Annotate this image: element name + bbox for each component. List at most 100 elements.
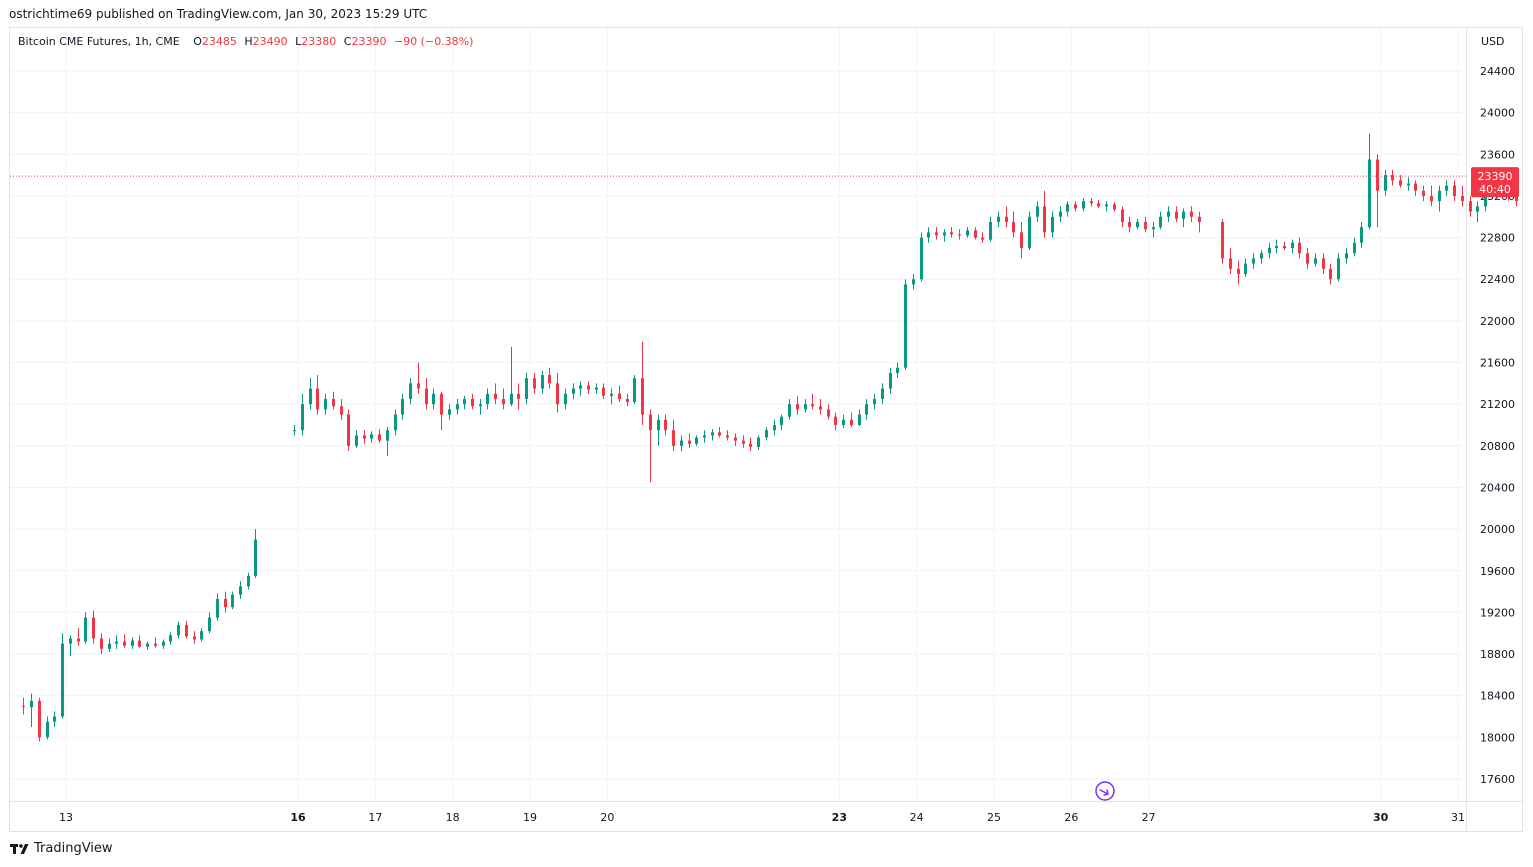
legend-close-value: 23390	[351, 35, 387, 48]
x-tick-label: 26	[1064, 811, 1078, 824]
candle	[1175, 206, 1178, 222]
candle	[1260, 250, 1263, 264]
candle	[1036, 201, 1039, 222]
candle	[239, 581, 242, 599]
legend-low-value: 23380	[301, 35, 337, 48]
candle-body	[131, 640, 134, 646]
candle-body	[247, 575, 250, 587]
candle-body	[541, 375, 544, 389]
candle-body	[1329, 268, 1332, 280]
candle	[1159, 211, 1162, 230]
candle-body	[804, 404, 807, 410]
candle	[378, 429, 381, 443]
candle	[1414, 180, 1417, 196]
candle	[711, 429, 714, 441]
candle	[224, 591, 227, 613]
candle-body	[564, 393, 567, 405]
candle	[162, 639, 165, 649]
candle	[943, 229, 946, 242]
candle	[865, 398, 868, 420]
candle	[394, 409, 397, 436]
candle	[77, 628, 80, 646]
candle	[927, 227, 930, 243]
candle	[804, 398, 807, 413]
candle-body	[943, 232, 946, 236]
candle	[1090, 198, 1093, 207]
candle-body	[1066, 204, 1069, 212]
candle	[30, 693, 33, 727]
candle-body	[1028, 216, 1031, 248]
y-tick-label: 24400	[1480, 65, 1515, 78]
last-price-countdown: 40:40	[1479, 183, 1511, 196]
candle-body	[788, 404, 791, 417]
published-by-text: ostrichtime69 published on TradingView.c…	[9, 7, 428, 21]
candle-body	[1159, 216, 1162, 228]
candle-body	[765, 430, 768, 438]
y-tick-label: 21200	[1480, 398, 1515, 411]
candle-body	[231, 594, 234, 608]
replay-arrow-icon[interactable]	[1095, 781, 1115, 801]
candle-body	[834, 416, 837, 425]
candle-body	[30, 700, 33, 708]
candle	[1368, 133, 1371, 230]
candle-body	[889, 372, 892, 389]
candle	[695, 435, 698, 446]
candle-body	[517, 393, 520, 399]
candle-body	[587, 385, 590, 390]
footer-brand[interactable]: TradingView	[10, 841, 113, 856]
candle-body	[657, 419, 660, 431]
candle	[858, 409, 861, 427]
candle-body	[1469, 201, 1472, 212]
candle-body	[324, 398, 327, 410]
candle	[200, 628, 203, 642]
chart-frame[interactable]	[9, 27, 1523, 832]
candle-body	[138, 640, 141, 647]
candle-body	[1175, 211, 1178, 219]
candle-body	[61, 643, 64, 717]
currency-label: USD	[1481, 35, 1505, 48]
candle-body	[1229, 258, 1232, 269]
candle-body	[1252, 258, 1255, 264]
candle-body	[1051, 216, 1054, 233]
candle	[749, 437, 752, 452]
y-tick-label: 19200	[1480, 606, 1515, 619]
candle-body	[1345, 253, 1348, 259]
candle-body	[502, 398, 505, 405]
candle-body	[873, 398, 876, 405]
candle	[1136, 218, 1139, 230]
candle-body	[757, 437, 760, 447]
candle-body	[850, 419, 853, 425]
candle-body	[1260, 253, 1263, 259]
candle	[889, 367, 892, 394]
candle	[1453, 180, 1456, 202]
candle-body	[1082, 201, 1085, 209]
candle	[1066, 201, 1069, 217]
candle-body	[927, 232, 930, 238]
candle-body	[363, 435, 366, 439]
y-tick-label: 24000	[1480, 107, 1515, 120]
candle	[765, 427, 768, 441]
candle-body	[1167, 211, 1170, 217]
candle-body	[1198, 216, 1201, 222]
candle	[896, 362, 899, 379]
legend-change: −90 (−0.38%)	[393, 35, 474, 48]
candle-body	[1043, 206, 1046, 233]
candle	[1128, 216, 1131, 233]
candle	[796, 395, 799, 415]
candle-body	[162, 641, 165, 646]
candle	[517, 383, 520, 410]
candle-body	[224, 598, 227, 608]
candle	[440, 391, 443, 431]
candle	[742, 435, 745, 448]
candle	[966, 227, 969, 238]
candle	[247, 572, 250, 590]
candle-body	[572, 388, 575, 394]
candle-body	[1128, 221, 1131, 228]
candle-body	[819, 406, 822, 410]
candle-body	[649, 414, 652, 431]
candle	[1384, 169, 1387, 196]
candle-body	[394, 414, 397, 431]
y-tick-label: 20400	[1480, 481, 1515, 494]
candle	[958, 229, 961, 240]
